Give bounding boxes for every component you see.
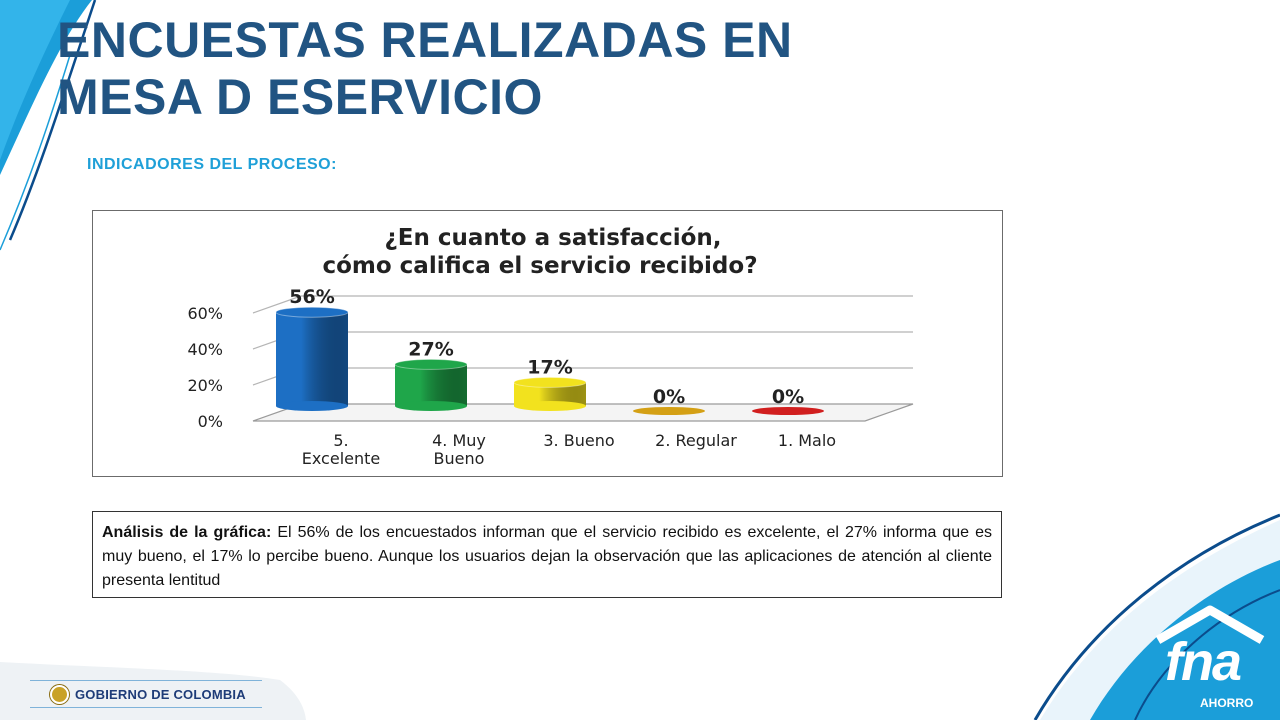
chart-title-line-1: ¿En cuanto a satisfacción, (384, 225, 721, 251)
coat-of-arms-icon (50, 684, 69, 704)
fna-logo-subtext: AHORRO (1200, 696, 1254, 710)
x-tick-label: 1. Malo (778, 431, 836, 450)
analysis-label: Análisis de la gráfica: (102, 524, 272, 541)
data-label: 0% (772, 386, 804, 408)
analysis-box: Análisis de la gráfica: El 56% de los en… (92, 511, 1002, 598)
x-tick-label: 3. Bueno (543, 431, 614, 450)
x-tick-label: 5. (333, 431, 348, 450)
chart-bar (394, 358, 468, 411)
fna-logo: fna (1165, 632, 1242, 692)
x-tick-label: 2. Regular (655, 431, 737, 450)
data-label: 17% (527, 356, 572, 378)
x-tick-label: Bueno (434, 449, 485, 468)
chart-container: ¿En cuanto a satisfacción, cómo califica… (92, 210, 1003, 477)
x-tick-label: Excelente (302, 449, 380, 468)
chart-title-line-2: cómo califica el servicio recibido? (322, 253, 757, 279)
page-title: ENCUESTAS REALIZADAS EN MESA D ESERVICIO (57, 12, 793, 125)
chart-bar (513, 376, 587, 411)
data-label: 0% (653, 386, 685, 408)
data-label: 27% (408, 338, 453, 360)
bar-chart: ¿En cuanto a satisfacción, cómo califica… (187, 225, 914, 468)
y-tick-label: 20% (187, 376, 223, 395)
data-label: 56% (289, 286, 334, 308)
government-label: GOBIERNO DE COLOMBIA (75, 686, 246, 702)
section-subtitle: INDICADORES DEL PROCESO: (87, 156, 337, 173)
y-tick-label: 60% (187, 304, 223, 323)
chart-gridline-depth (252, 295, 302, 314)
government-banner: GOBIERNO DE COLOMBIA (30, 680, 262, 708)
chart-bar (633, 407, 705, 415)
x-tick-label: 4. Muy (432, 431, 486, 450)
chart-bar (275, 306, 349, 411)
analysis-text: El 56% de los encuestados informan que e… (102, 524, 993, 589)
y-tick-label: 40% (187, 340, 223, 359)
chart-bar (752, 407, 824, 415)
y-tick-label: 0% (198, 412, 223, 431)
